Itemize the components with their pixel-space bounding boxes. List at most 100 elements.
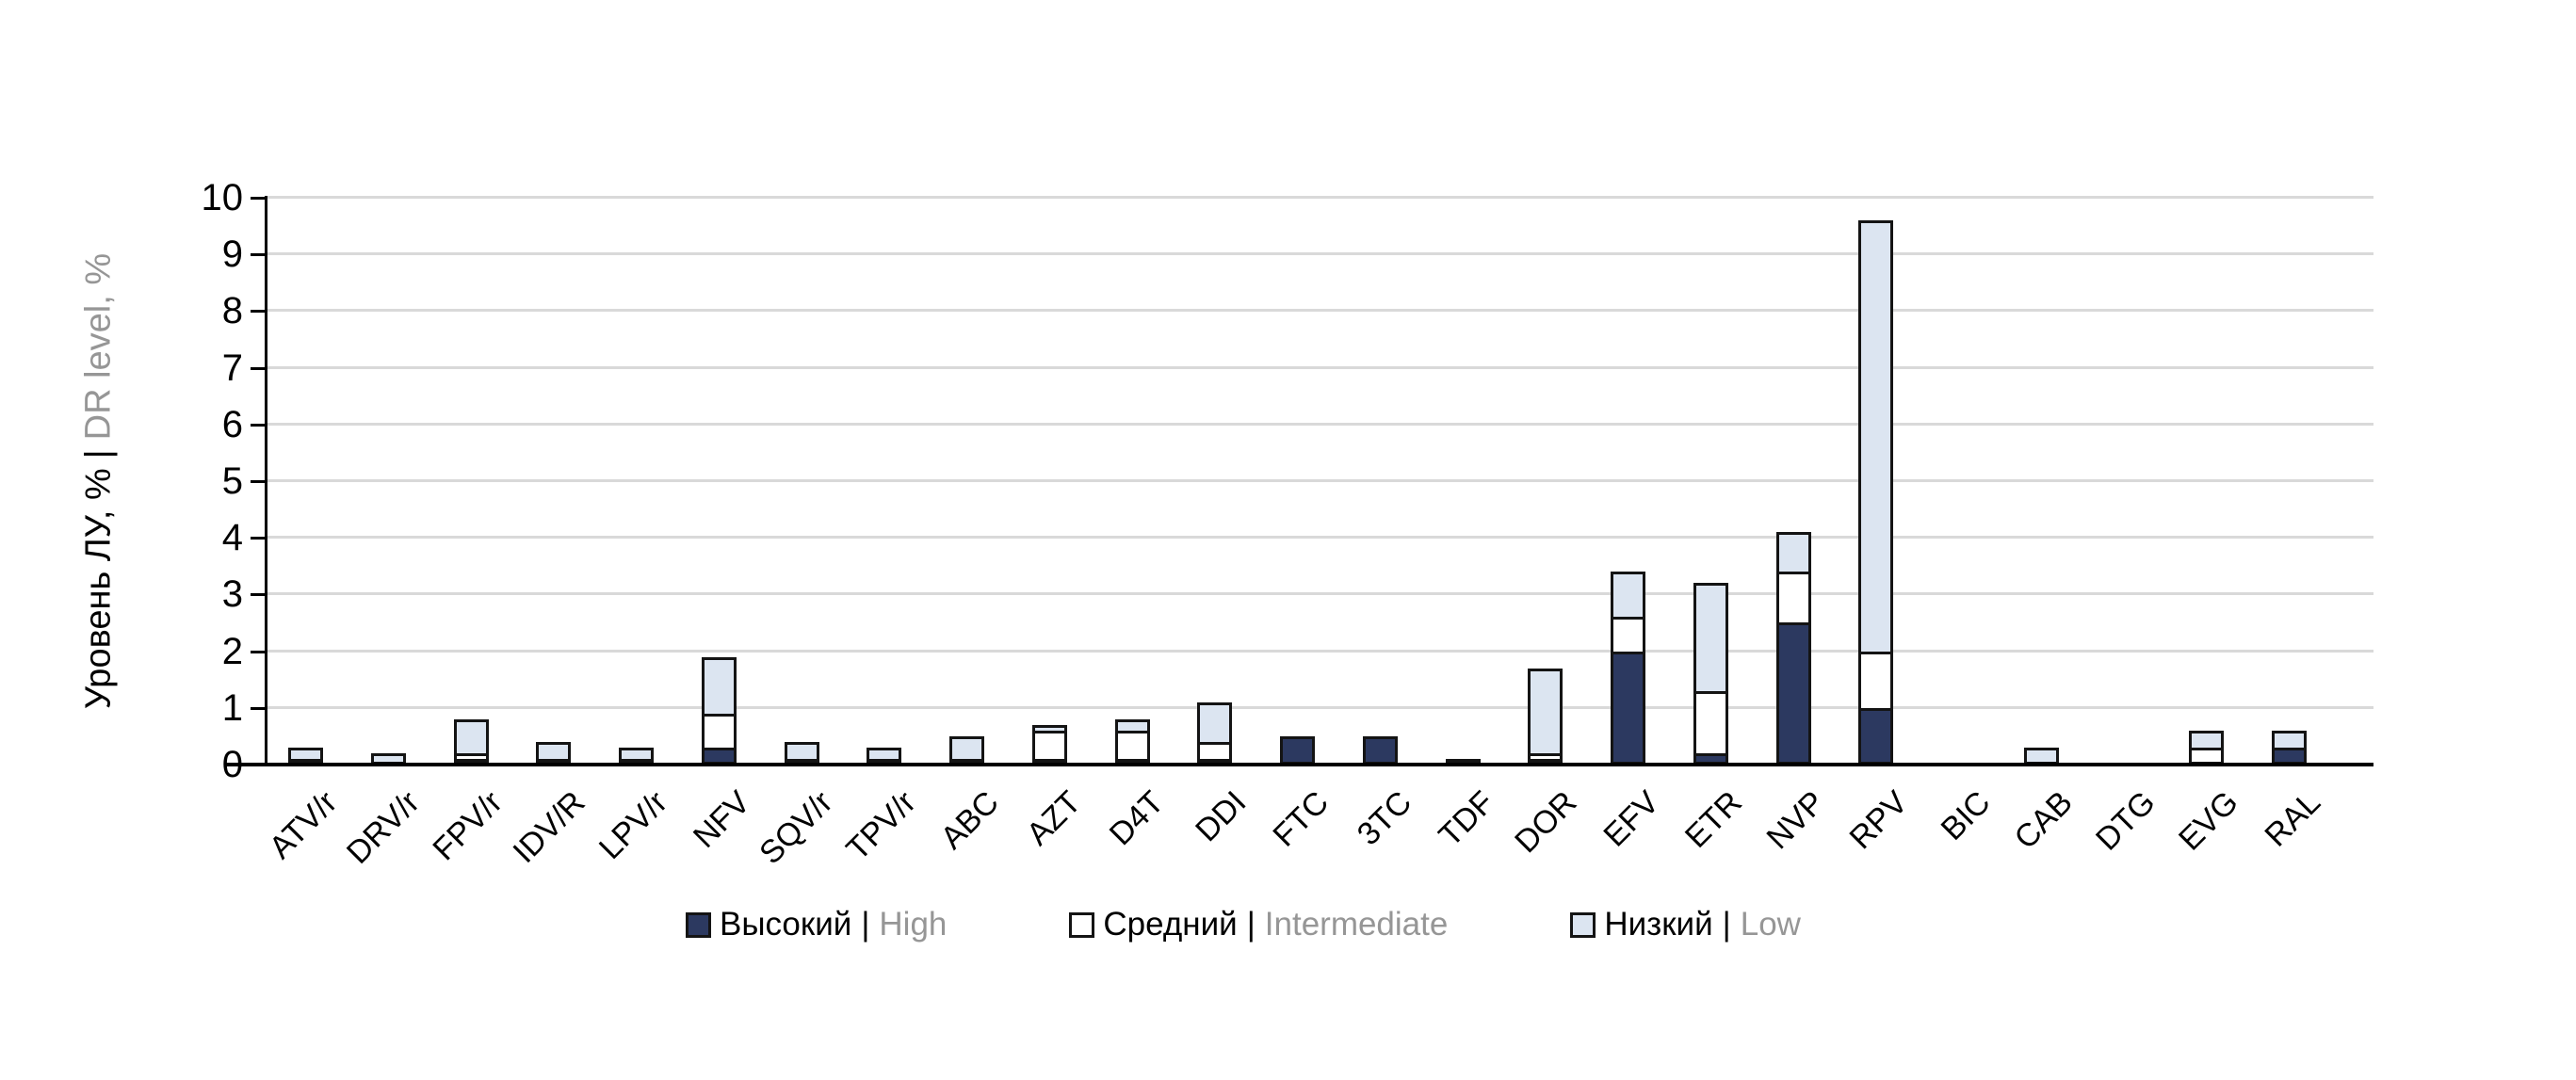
legend-item-low: Низкий | Low <box>1570 906 1801 943</box>
y-tick-mark <box>251 480 265 483</box>
x-axis-label-3TC: 3TC <box>1350 784 1419 853</box>
bar-ATV/r <box>288 198 323 765</box>
bar-segment-low <box>867 748 901 762</box>
y-tick-mark <box>251 707 265 710</box>
bar-segment-low <box>619 748 654 762</box>
x-axis-label-DTG: DTG <box>2089 784 2163 858</box>
bar-segment-low <box>1115 719 1150 733</box>
bar-FTC <box>1280 198 1315 765</box>
bar-segment-low <box>2272 731 2307 750</box>
x-axis-label-CAB: CAB <box>2007 784 2081 857</box>
x-axis-label-LPV/r: LPV/r <box>592 784 675 867</box>
bar-CAB <box>2024 198 2059 765</box>
bar-segment-intermediate <box>702 714 737 750</box>
y-axis-line <box>265 196 267 765</box>
x-axis-label-EFV: EFV <box>1596 784 1667 854</box>
bar-SQV/r <box>785 198 819 765</box>
y-tick-label: 10 <box>201 177 244 218</box>
y-tick-mark <box>251 537 265 540</box>
y-tick-label: 6 <box>221 404 243 445</box>
gridline <box>265 536 2373 539</box>
bar-segment-high <box>1611 652 1645 765</box>
bar-segment-intermediate <box>1115 731 1150 762</box>
bar-segment-high <box>1776 622 1811 765</box>
bar-RAL <box>2272 198 2307 765</box>
x-axis-label-NFV: NFV <box>687 784 758 855</box>
bar-segment-low <box>1611 572 1645 620</box>
bar-segment-intermediate <box>1858 652 1893 711</box>
y-tick-label: 4 <box>221 517 243 558</box>
y-tick-mark <box>251 367 265 370</box>
bar-segment-low <box>1197 702 1232 745</box>
x-axis-label-IDV/R: IDV/R <box>506 784 592 870</box>
bar-NVP <box>1776 198 1811 765</box>
bar-AZT <box>1032 198 1067 765</box>
legend: Высокий | High Средний | Intermediate Низкий… <box>0 906 2487 943</box>
bar-3TC <box>1363 198 1398 765</box>
bar-segment-high <box>1858 708 1893 765</box>
x-axis-line <box>226 763 2373 766</box>
y-tick-label: 0 <box>0 746 243 783</box>
bar-segment-low <box>1032 725 1067 733</box>
x-axis-label-FPV/r: FPV/r <box>426 784 510 868</box>
gridline <box>265 252 2373 255</box>
bar-ABC <box>949 198 984 765</box>
x-axis-label-ETR: ETR <box>1678 784 1750 855</box>
bar-segment-low <box>702 657 737 717</box>
x-axis-label-TPV/r: TPV/r <box>839 784 923 868</box>
gridline <box>265 366 2373 369</box>
y-tick-label: 9 <box>221 234 243 275</box>
bar-DDI <box>1197 198 1232 765</box>
bar-DRV/r <box>371 198 406 765</box>
bar-BIC <box>1941 198 1976 765</box>
y-tick-mark <box>251 310 265 313</box>
x-axis-label-ABC: ABC <box>933 784 1006 857</box>
bar-segment-low <box>454 719 489 756</box>
gridline <box>265 479 2373 482</box>
bar-DOR <box>1528 198 1563 765</box>
y-tick-mark <box>251 253 265 256</box>
x-axis-label-DRV/r: DRV/r <box>340 784 428 871</box>
x-axis-label-EVG: EVG <box>2171 784 2245 858</box>
gridline <box>265 309 2373 312</box>
x-axis-label-RPV: RPV <box>1842 784 1915 857</box>
x-axis-label-ATV/r: ATV/r <box>262 784 345 866</box>
legend-swatch-high <box>686 911 712 938</box>
x-axis-label-AZT: AZT <box>1019 784 1089 853</box>
bar-segment-low <box>536 742 571 762</box>
plot-area <box>265 196 2373 765</box>
gridline <box>265 592 2373 595</box>
bar-LPV/r <box>619 198 654 765</box>
bar-segment-intermediate <box>1032 731 1067 762</box>
bar-segment-low <box>949 736 984 762</box>
legend-item-intermediate: Средний | Intermediate <box>1069 906 1448 943</box>
bar-segment-low <box>1693 583 1728 694</box>
y-tick-label: 1 <box>221 687 243 729</box>
y-tick-label: 7 <box>221 347 243 389</box>
x-axis-label-NVP: NVP <box>1759 784 1832 857</box>
bar-segment-low <box>1776 532 1811 574</box>
gridline <box>265 196 2373 199</box>
x-axis-label-DDI: DDI <box>1189 784 1254 849</box>
x-axis-label-D4T: D4T <box>1102 784 1171 853</box>
bar-EFV <box>1611 198 1645 765</box>
x-axis-label-FTC: FTC <box>1266 784 1337 854</box>
bar-ETR <box>1693 198 1728 765</box>
y-tick-label: 8 <box>221 290 243 331</box>
y-tick-mark <box>251 424 265 427</box>
bar-segment-intermediate <box>1776 572 1811 625</box>
y-tick-mark <box>251 651 265 653</box>
bar-EVG <box>2189 198 2224 765</box>
y-tick-label: 2 <box>221 631 243 672</box>
bar-segment-intermediate <box>1611 617 1645 654</box>
bar-segment-intermediate <box>1693 691 1728 756</box>
y-tick-mark <box>251 593 265 596</box>
y-tick-label: 5 <box>221 460 243 502</box>
bar-segment-high <box>1280 736 1315 765</box>
legend-label-intermediate-en: Intermediate <box>1264 906 1449 943</box>
bar-TPV/r <box>867 198 901 765</box>
y-tick-mark <box>251 764 265 766</box>
legend-label-low-en: Low <box>1740 906 1801 943</box>
legend-separator-high: | <box>861 906 870 943</box>
